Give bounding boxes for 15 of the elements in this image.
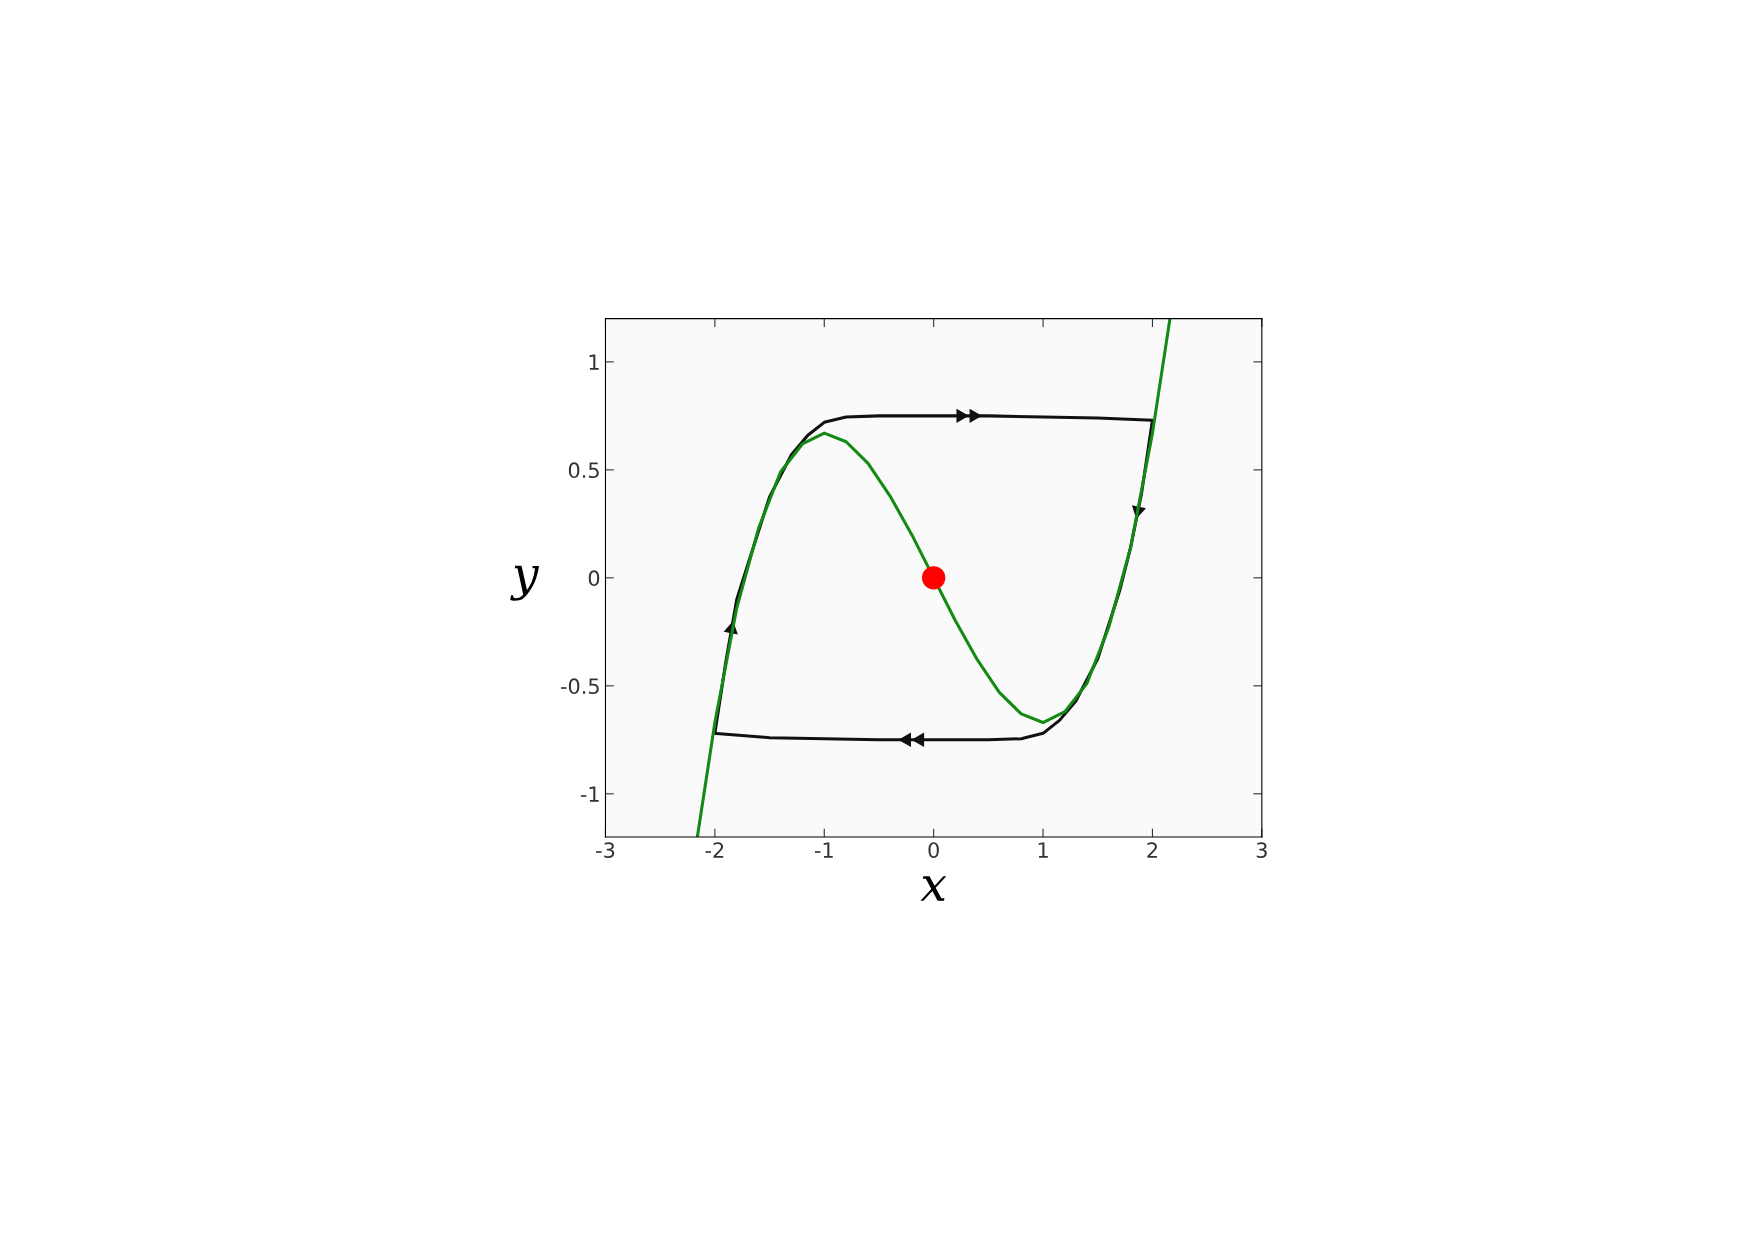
y-axis-title: y xyxy=(510,565,540,601)
x-tick-label: 2 xyxy=(1147,842,1157,858)
x-tick-label: -2 xyxy=(705,842,724,858)
x-tick-label: 0 xyxy=(928,842,939,858)
x-tick-label: 3 xyxy=(1256,842,1267,858)
x-tick-label: 1 xyxy=(1038,842,1048,858)
y-tick-label: -1 xyxy=(580,786,599,802)
y-tick-label: 1 xyxy=(589,354,599,370)
x-axis-title: x xyxy=(920,876,947,901)
line-series xyxy=(695,318,1172,837)
y-tick-label: 0 xyxy=(588,570,600,587)
y-tick-label: -0.5 xyxy=(560,678,599,695)
y-tick-label: 0.5 xyxy=(568,462,599,479)
x-tick-label: -3 xyxy=(596,842,615,858)
x-tick-label: -1 xyxy=(814,842,833,858)
